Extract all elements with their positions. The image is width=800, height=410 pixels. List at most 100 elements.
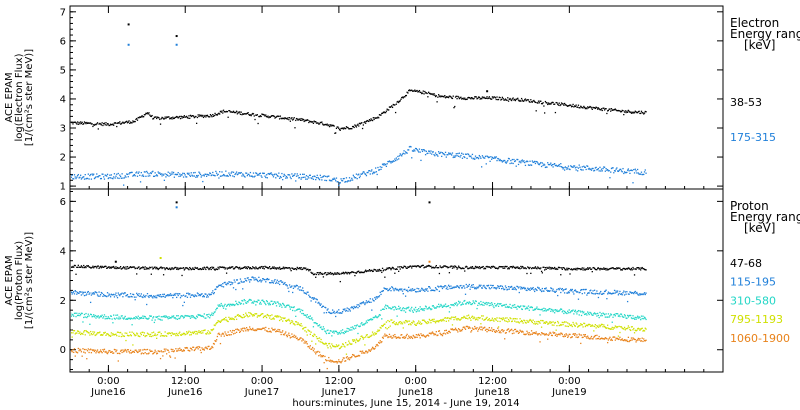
data-point [291,306,293,309]
data-point [400,98,402,100]
data-point [597,314,600,317]
data-point [85,266,87,269]
data-point [122,317,124,319]
data-point [288,284,291,286]
data-point [135,172,137,174]
data-point [82,321,84,323]
data-point [254,277,256,279]
data-point [335,315,337,318]
data-point [331,124,333,126]
data-point [113,265,115,268]
data-point [611,267,613,269]
data-point [87,348,89,350]
data-point [117,172,119,175]
data-point [212,267,214,269]
data-point [528,164,530,166]
data-point [638,294,640,296]
data-point [183,350,185,352]
data-point [474,96,477,98]
data-point [350,271,352,274]
data-point [524,305,526,307]
data-point [248,173,250,176]
data-point [298,177,300,179]
data-point [613,292,615,295]
data-point [507,318,510,321]
data-point [458,97,461,100]
data-point [636,267,639,269]
data-point [317,176,319,179]
data-point [597,292,599,295]
data-point [341,127,344,129]
data-point [629,268,631,270]
data-point [472,317,474,320]
data-point [440,95,442,97]
data-point [559,287,561,290]
data-point [626,169,629,171]
data-point [262,316,265,319]
data-point [162,351,165,353]
data-point [169,293,172,295]
data-point [288,306,291,308]
data-point [83,291,85,294]
data-point [255,266,257,268]
data-point [218,321,220,323]
data-point [507,288,509,291]
data-point [479,267,481,270]
data-point [251,302,253,304]
data-point [571,166,573,168]
data-point [430,150,432,152]
data-point [458,266,461,269]
data-point [629,111,631,113]
data-point [398,158,400,160]
data-point [247,301,249,303]
data-point [410,288,412,291]
data-point [255,267,258,269]
data-point [282,302,284,305]
data-point [240,280,242,282]
data-point [469,155,471,158]
data-point [147,113,149,115]
data-point [283,282,285,285]
data-point [441,286,443,288]
data-point [548,163,550,166]
data-point [302,287,304,289]
data-point [373,300,375,302]
data-point [593,330,595,332]
data-point [327,124,329,127]
data-point [104,318,106,320]
data-point [149,115,152,117]
data-point [286,118,288,120]
data-point [200,114,202,116]
data-point [295,284,298,286]
data-point [328,272,331,275]
data-point [258,303,261,305]
data-point [389,325,391,327]
data-point [455,95,457,97]
data-point [594,167,597,169]
data-point [80,294,83,296]
data-point [352,271,355,273]
data-point [79,291,81,293]
data-point [222,332,224,334]
data-point [540,290,543,293]
data-point [603,324,605,326]
data-point [186,176,188,178]
data-point [264,278,266,281]
data-point [546,289,548,291]
data-point [358,122,361,125]
data-point [427,265,429,267]
data-point [269,315,272,317]
data-point [115,333,117,335]
data-point [319,121,321,124]
data-point [103,316,105,318]
data-point [103,295,106,297]
data-point [531,101,534,103]
data-point [547,103,549,106]
data-point [461,287,464,289]
data-point [136,175,139,177]
data-point [216,307,219,309]
data-point [152,353,154,355]
data-point [242,174,245,176]
data-point [505,303,507,306]
data-point [242,288,244,290]
